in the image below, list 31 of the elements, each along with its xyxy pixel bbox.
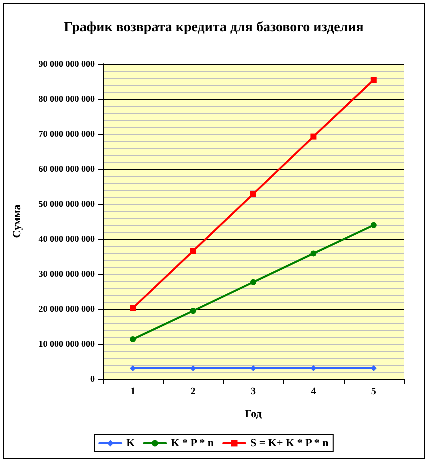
legend-label: K — [126, 438, 136, 450]
y-tick-label: 30 000 000 000 — [38, 269, 96, 279]
point — [130, 305, 136, 312]
point — [250, 191, 256, 198]
y-tick-label: 60 000 000 000 — [38, 164, 96, 174]
legend-label: S = K+ K * P * n — [250, 438, 329, 450]
chart-title: График возврата кредита для базового изделия — [64, 20, 364, 36]
y-tick-label: 10 000 000 000 — [38, 339, 96, 349]
x-tick-label: 3 — [251, 386, 256, 398]
y-tick-label: 90 000 000 000 — [38, 59, 96, 69]
x-tick-label: 2 — [190, 386, 196, 398]
point — [310, 134, 317, 140]
y-tick-label: 0 — [90, 374, 96, 384]
y-axis-title: Сумма — [12, 204, 24, 238]
x-tick-label: 5 — [371, 386, 376, 398]
point — [310, 250, 317, 257]
y-tick-label: 50 000 000 000 — [38, 199, 96, 209]
point — [130, 336, 136, 342]
x-axis-title: Год — [245, 408, 262, 420]
y-tick-label: 80 000 000 000 — [38, 94, 96, 104]
y-tick-label: 20 000 000 000 — [38, 304, 96, 314]
point — [190, 248, 196, 254]
x-tick-label: 1 — [130, 386, 136, 398]
point — [370, 77, 377, 84]
legend-label: K * P * n — [171, 438, 214, 450]
point — [250, 279, 256, 286]
point — [370, 222, 377, 228]
x-tick-label: 4 — [311, 386, 316, 398]
y-tick-label: 40 000 000 000 — [38, 234, 96, 244]
y-tick-label: 70 000 000 000 — [38, 129, 96, 139]
point — [190, 308, 196, 314]
